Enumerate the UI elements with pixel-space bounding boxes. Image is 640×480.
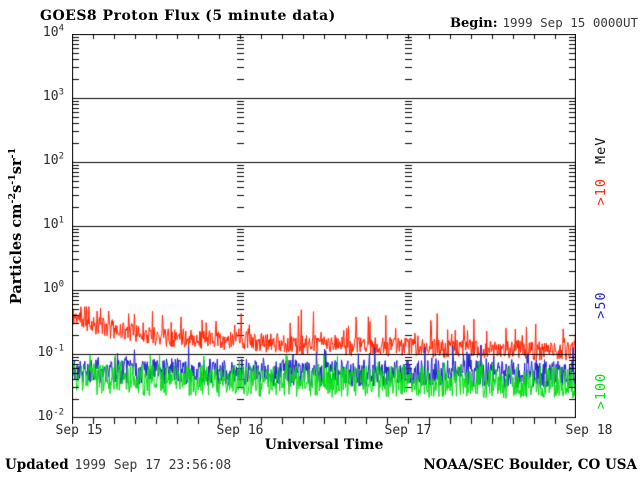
y-axis-title-exponent: -1 — [7, 174, 19, 185]
y-axis-title: Particles cm-2s-1sr-1 — [7, 148, 25, 304]
legend-mev-unit: MeV — [593, 136, 609, 164]
y-axis-title-text: s — [7, 184, 25, 193]
y-tick-label: 10-1 — [37, 343, 65, 360]
source-attribution: NOAA/SEC Boulder, CO USA — [423, 457, 637, 473]
begin-label: Begin: — [449, 16, 498, 31]
y-axis-title-text: sr — [7, 158, 25, 175]
y-tick-label: 100 — [42, 279, 64, 296]
chart-title: GOES8 Proton Flux (5 minute data) — [40, 8, 336, 24]
x-tick-label: Sep 18 — [565, 423, 613, 438]
y-axis-title-exponent: -2 — [7, 192, 19, 204]
y-tick-label: 102 — [42, 151, 64, 168]
legend-gt10mev: >10 MeV — [593, 137, 609, 206]
begin-timestamp: Begin: 1999 Sep 15 0000UT — [450, 15, 638, 31]
y-tick-label: 101 — [42, 215, 64, 232]
x-tick-label: Sep 15 — [55, 423, 103, 438]
y-tick-label: 10-2 — [37, 407, 65, 424]
plot-area — [72, 34, 576, 426]
legend-gt100mev: >100 — [593, 373, 609, 410]
legend-gt50mev-value: >50 — [593, 291, 609, 319]
y-axis-title-exponent: -1 — [7, 147, 19, 159]
updated-value: 1999 Sep 17 23:56:08 — [74, 458, 232, 473]
legend-gt10mev-value: >10 — [593, 178, 609, 206]
x-axis-title: Universal Time — [264, 437, 384, 453]
x-tick-label: Sep 17 — [384, 423, 432, 438]
x-tick-label: Sep 16 — [216, 423, 264, 438]
y-axis-title-text: Particles cm — [7, 203, 25, 305]
legend-gt100mev-value: >100 — [593, 372, 609, 410]
y-tick-label: 103 — [42, 87, 64, 104]
begin-value: 1999 Sep 15 0000UT — [502, 15, 638, 30]
y-tick-label: 104 — [42, 23, 64, 40]
updated-label: Updated — [5, 457, 69, 473]
updated-timestamp: Updated 1999 Sep 17 23:56:08 — [5, 457, 231, 473]
legend-gt50mev: >50 — [593, 291, 609, 318]
